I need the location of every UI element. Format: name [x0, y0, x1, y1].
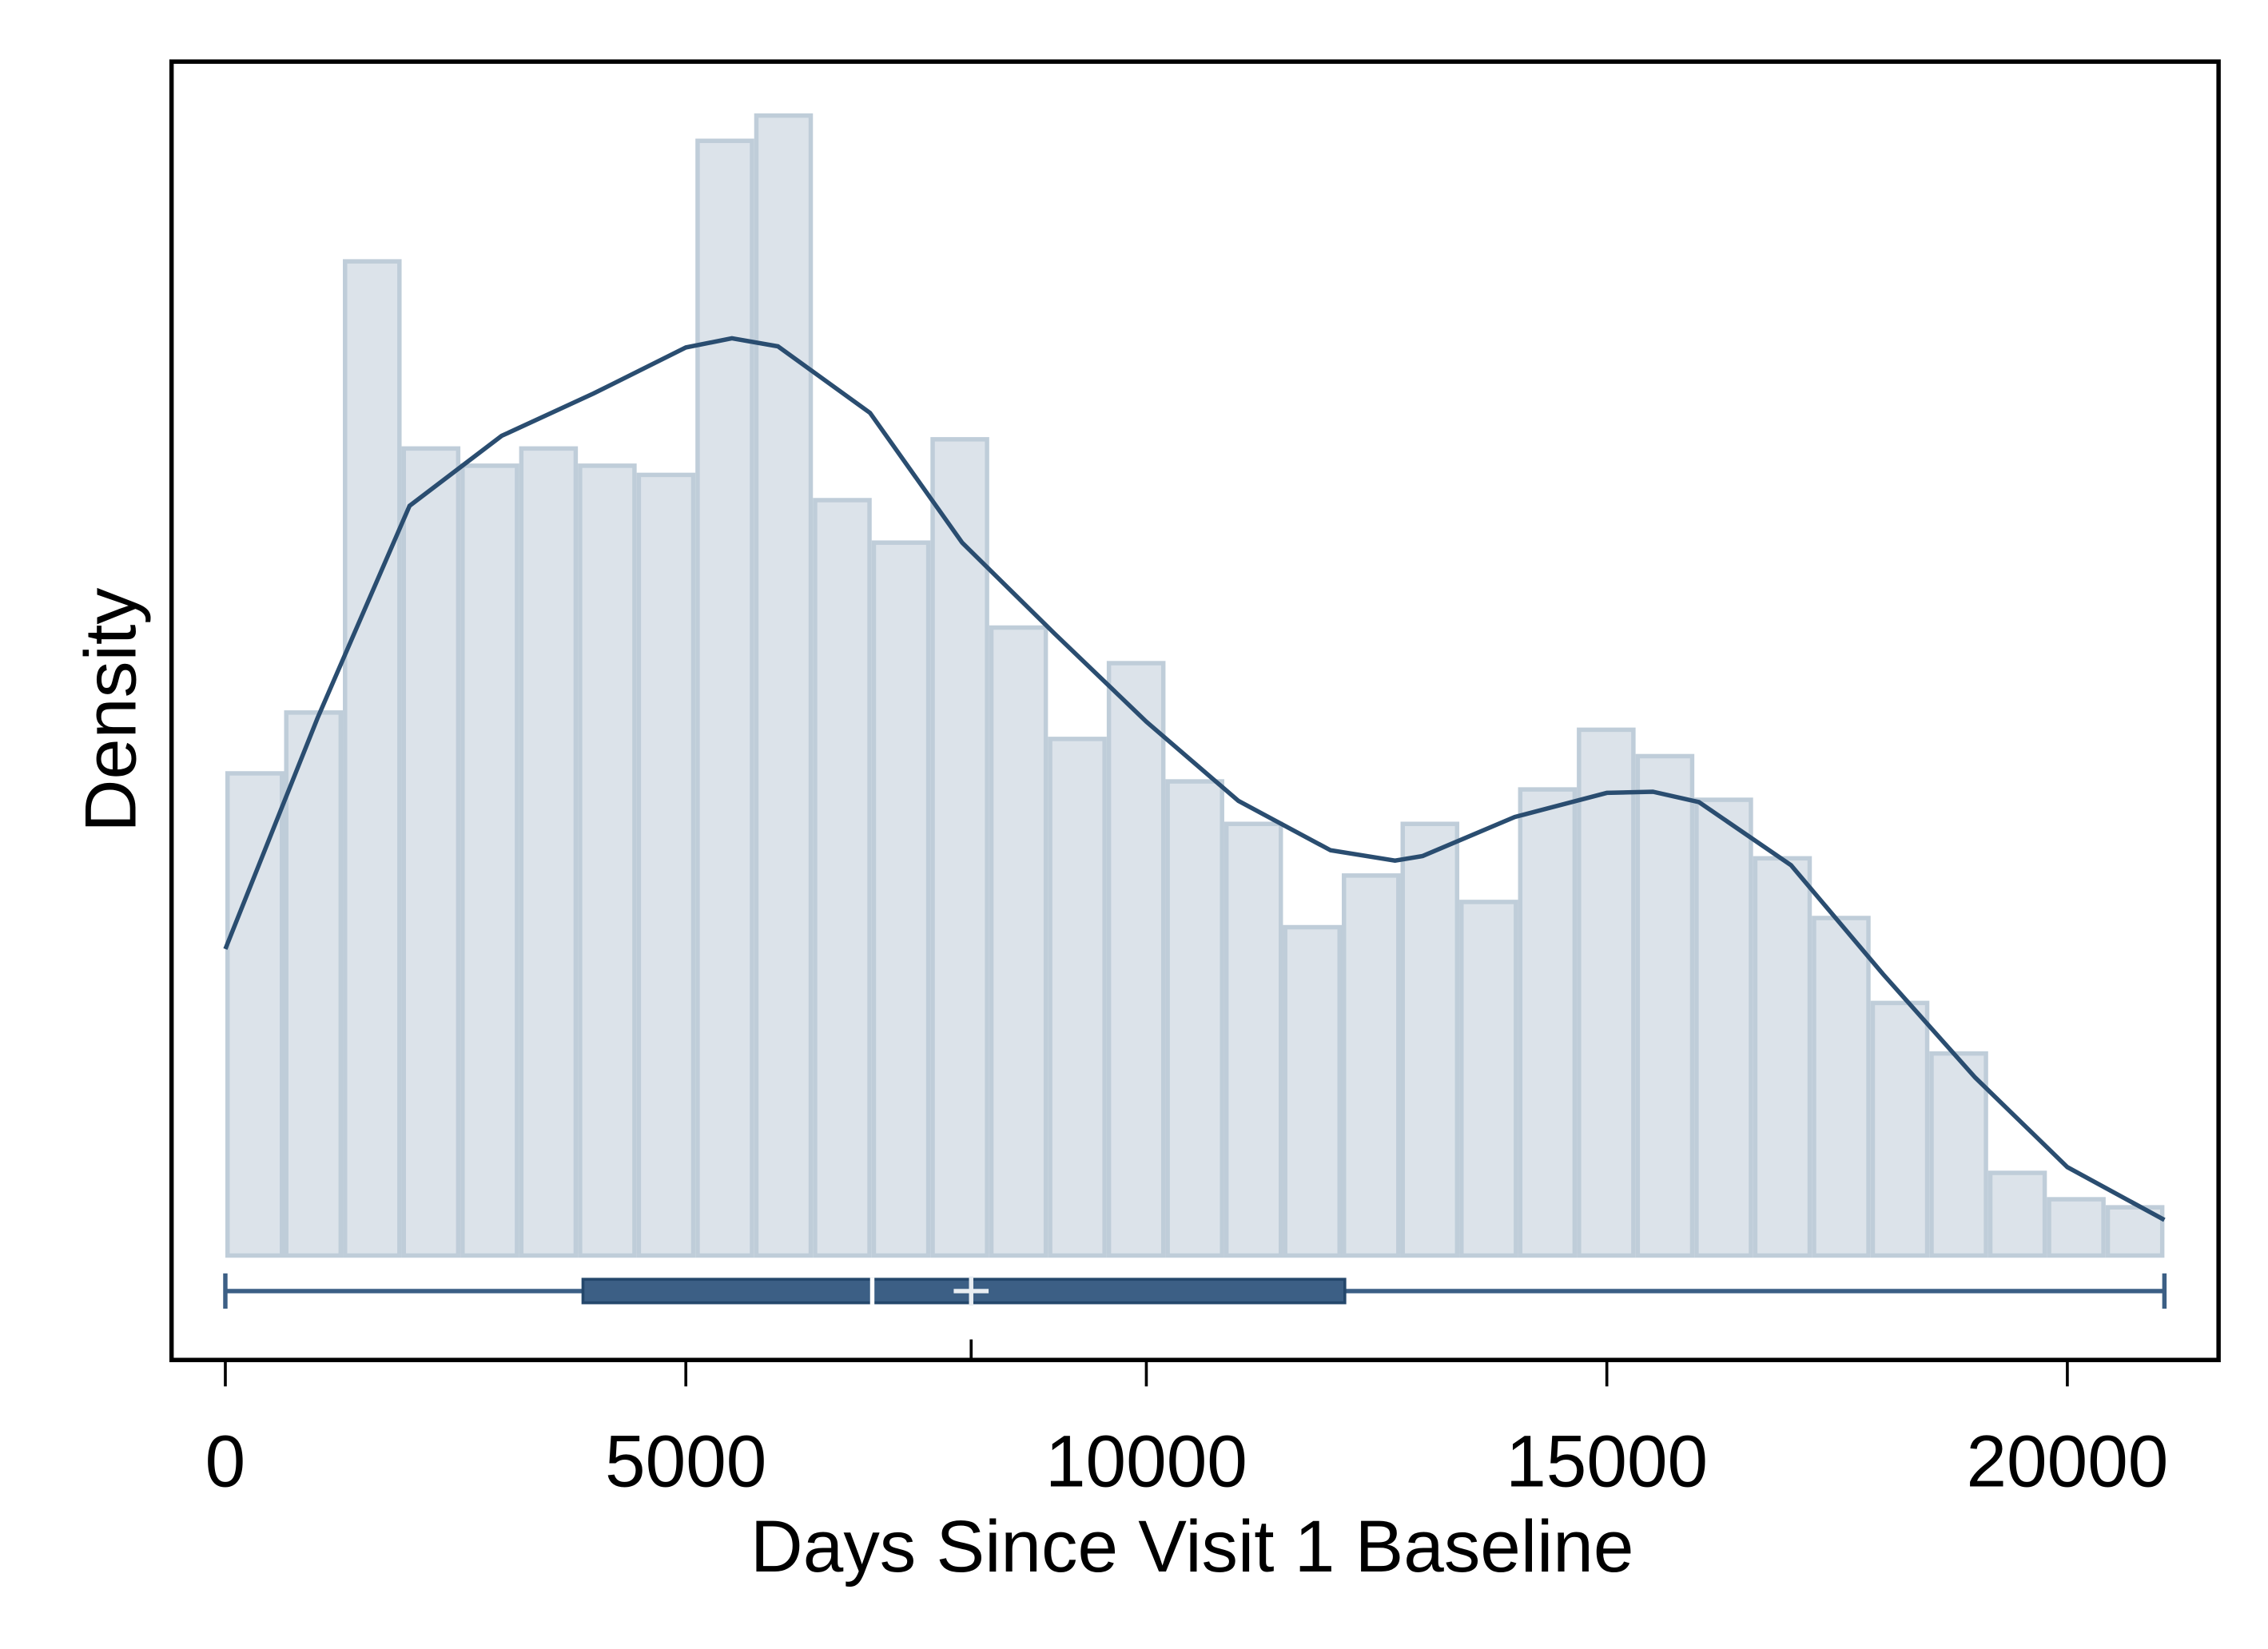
y-axis-label: Density	[70, 587, 152, 832]
histogram-bar	[813, 498, 872, 1258]
histogram-bar	[989, 625, 1048, 1258]
histogram-bar	[1341, 873, 1401, 1258]
histogram-bar	[2047, 1197, 2106, 1258]
histogram-bar	[1929, 1051, 1988, 1258]
histogram-bar	[1459, 900, 1518, 1258]
histogram-bar	[460, 463, 519, 1258]
histogram-bar	[1048, 737, 1107, 1258]
histogram-bar	[1870, 1000, 1930, 1258]
histogram-bar	[578, 463, 637, 1258]
histogram-bar	[754, 113, 814, 1258]
histogram-bar	[1812, 916, 1871, 1258]
histogram-bar	[401, 446, 461, 1258]
x-tick-label: 0	[205, 1421, 246, 1502]
x-tick-label: 5000	[605, 1421, 766, 1502]
histogram-bar	[1283, 924, 1342, 1258]
plot-frame	[169, 59, 2221, 1363]
histogram-bar	[519, 446, 579, 1258]
histogram-bar	[871, 540, 931, 1258]
x-tick-label: 15000	[1506, 1421, 1708, 1502]
histogram-bar	[1106, 661, 1166, 1258]
histogram-bar	[1165, 779, 1224, 1258]
histogram-bar	[1635, 753, 1695, 1258]
histogram-bar	[1518, 787, 1578, 1258]
histogram-bar	[636, 472, 696, 1258]
mean-marker	[953, 1276, 989, 1306]
x-tick-label: 20000	[1966, 1421, 2168, 1502]
x-axis-label: Days Since Visit 1 Baseline	[750, 1506, 1633, 1587]
histogram-bar	[695, 138, 754, 1258]
histogram-bar	[1753, 856, 1812, 1258]
histogram-bar	[1987, 1170, 2047, 1258]
x-tick-label: 10000	[1045, 1421, 1247, 1502]
histogram-bar	[1577, 727, 1636, 1258]
box	[581, 1277, 1347, 1305]
histogram-bar	[343, 259, 402, 1258]
histogram-bar	[1400, 821, 1460, 1258]
histogram-bar	[1224, 821, 1283, 1258]
histogram-bar	[225, 771, 284, 1258]
histogram-bar	[1694, 797, 1753, 1258]
histogram-bar	[930, 437, 989, 1258]
density-curve	[223, 336, 2166, 1222]
histogram-bar	[284, 710, 344, 1258]
